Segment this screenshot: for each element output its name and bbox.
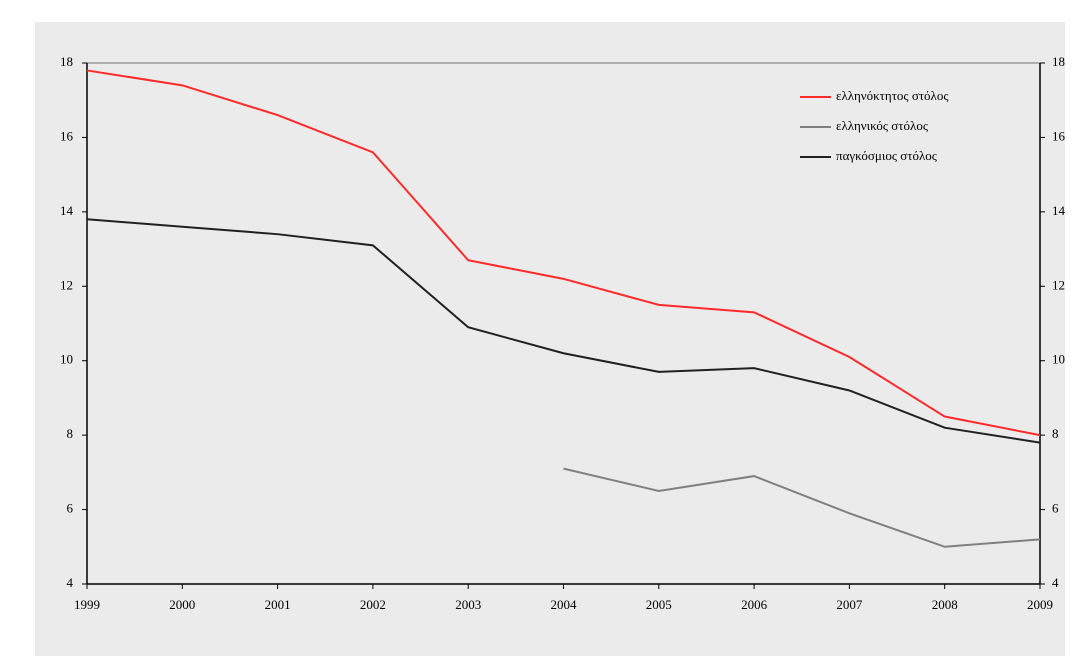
y2-tick-label: 18 [1052,54,1065,69]
x-tick-label: 2007 [836,597,863,612]
y2-tick-label: 10 [1052,352,1065,367]
y2-tick-label: 6 [1052,501,1059,516]
series-line [86,218,1041,444]
y-tick-label: 4 [67,575,74,590]
y-tick-label: 8 [67,426,74,441]
x-tick-label: 2002 [360,597,386,612]
y-tick-label: 16 [60,128,74,143]
x-tick-label: 2009 [1027,597,1053,612]
y-tick-label: 18 [60,54,73,69]
y2-tick-label: 16 [1052,128,1066,143]
y-tick-label: 14 [60,203,74,218]
y-tick-label: 12 [60,277,73,292]
y2-tick-label: 8 [1052,426,1059,441]
legend-label: ελληνικός στόλος [836,118,929,133]
legend-label: παγκόσμιος στόλος [836,148,938,163]
chart-background [35,22,1065,656]
x-tick-label: 2000 [169,597,195,612]
x-tick-label: 2003 [455,597,481,612]
y-tick-label: 10 [60,352,73,367]
y-tick-label: 6 [67,501,74,516]
x-tick-label: 1999 [74,597,100,612]
legend-label: ελληνόκτητος στόλος [836,88,949,103]
y2-tick-label: 12 [1052,277,1065,292]
x-tick-label: 2001 [265,597,291,612]
x-tick-label: 2008 [932,597,958,612]
y2-tick-label: 14 [1052,203,1066,218]
series-line [563,467,1041,548]
x-tick-label: 2005 [646,597,672,612]
x-tick-label: 2006 [741,597,768,612]
series-line [86,69,1041,437]
x-tick-label: 2004 [551,597,578,612]
y2-tick-label: 4 [1052,575,1059,590]
